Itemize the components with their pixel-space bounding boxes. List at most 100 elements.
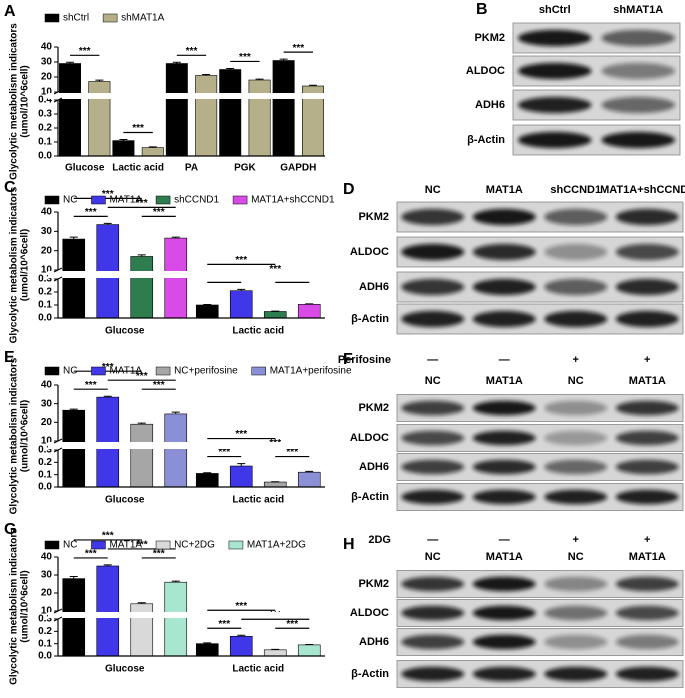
significance-label: ***: [79, 46, 91, 57]
treatment-mark: —: [427, 354, 438, 366]
y-tick-label: 30: [41, 570, 53, 581]
bar: [195, 473, 219, 488]
treatment-mark: —: [499, 534, 510, 546]
bar: [219, 69, 242, 157]
legend-label: shCtrl: [63, 13, 89, 24]
blot-band: [401, 605, 465, 621]
legend-swatch: [232, 195, 248, 205]
bar: [88, 81, 111, 157]
y-axis-label: Glycolytic metabolism indicators: [9, 528, 20, 685]
blot-band: [544, 310, 608, 328]
protein-label: ALDOC: [350, 246, 389, 258]
blot-band: [615, 605, 679, 621]
axis-break-mark: [53, 89, 63, 103]
legend-swatch: [44, 540, 60, 550]
significance-label: ***: [286, 273, 298, 284]
significance-label: ***: [102, 189, 114, 200]
bar: [263, 311, 287, 319]
significance-label: ***: [286, 619, 298, 630]
error-bar: [137, 254, 146, 257]
y-tick-label: 10: [41, 265, 53, 276]
blot-band: [615, 666, 679, 682]
bar: [141, 147, 164, 157]
y-tick-label: 0.1: [38, 300, 52, 311]
lane-label: MAT1A: [629, 551, 666, 563]
lane-label: NC: [425, 551, 441, 563]
y-tick-label: 0.2: [38, 123, 52, 134]
protein-label: ADH6: [359, 281, 389, 293]
blot-band: [472, 430, 536, 446]
y-tick-label: 40: [41, 42, 53, 53]
y-axis: [57, 212, 325, 319]
panel-letter: A: [4, 3, 16, 20]
axis-break-mark: [53, 438, 63, 453]
error-bar: [103, 222, 112, 225]
bar: [229, 290, 253, 319]
blot-band: [544, 666, 608, 682]
bar: [112, 140, 135, 157]
blot-band: [544, 400, 608, 416]
blot-band: [401, 489, 465, 505]
protein-label: ALDOC: [350, 607, 389, 619]
error-bar: [171, 236, 180, 239]
error-bar: [237, 634, 246, 637]
y-tick-label: 20: [41, 72, 53, 83]
legend-swatch: [155, 366, 171, 376]
error-bar: [237, 288, 246, 291]
significance-label: ***: [218, 447, 230, 458]
blot-band: [472, 400, 536, 416]
blot-band: [472, 278, 536, 296]
panel-letter: H: [343, 536, 355, 553]
lane-label: NC: [425, 375, 441, 387]
significance-label: ***: [186, 46, 198, 57]
y-axis-label: Glycolytic metabolism indicators: [9, 186, 20, 343]
blot-band: [401, 666, 465, 682]
legend-swatch: [91, 366, 106, 376]
axis-break-mark: [53, 608, 63, 622]
blot-band: [615, 489, 679, 505]
blot-band: [544, 278, 608, 296]
panel-letter: C: [4, 179, 16, 196]
blot-band: [518, 29, 592, 47]
error-bar: [202, 73, 211, 76]
legend-label: shMAT1A: [121, 13, 164, 24]
protein-label: ADH6: [359, 461, 389, 473]
protein-label: ADH6: [475, 99, 505, 111]
blot-band: [472, 243, 536, 261]
treatment-mark: —: [427, 534, 438, 546]
blot-band: [472, 666, 536, 682]
significance-label: ***: [292, 43, 304, 54]
blot-band: [544, 243, 608, 261]
lane-label: shCtrl: [539, 4, 571, 16]
bar: [164, 237, 188, 319]
significance-label: ***: [269, 264, 281, 275]
y-tick-label: 0.2: [38, 626, 52, 637]
y-tick-label: 0.0: [38, 151, 52, 162]
bar: [59, 63, 82, 157]
y-tick-label: 0.1: [38, 469, 52, 480]
treatment-mark: +: [644, 354, 650, 366]
x-tick-label: Glucose: [65, 163, 105, 174]
error-bar: [137, 602, 146, 604]
significance-label: ***: [153, 549, 165, 560]
significance-label: ***: [136, 540, 148, 551]
significance-label: ***: [85, 207, 97, 218]
significance-label: ***: [136, 198, 148, 209]
error-bar: [137, 422, 146, 425]
legend-label: NC: [63, 540, 77, 551]
x-tick-label: Lactic acid: [232, 326, 284, 337]
axis-break-gap: [48, 93, 327, 99]
blot-band: [615, 243, 679, 261]
blot-band: [601, 62, 675, 80]
error-bar: [203, 642, 212, 644]
protein-label: ALDOC: [466, 65, 505, 77]
protein-label: β-Actin: [351, 491, 389, 503]
legend-swatch: [155, 540, 171, 550]
legend-label: NC+perifosine: [174, 366, 238, 377]
y-tick-label: 20: [41, 588, 53, 599]
significance-label: ***: [85, 380, 97, 391]
x-tick-label: PA: [185, 163, 198, 174]
axis-break-gap: [48, 271, 327, 278]
blot-band: [401, 278, 465, 296]
legend-label: MAT1A: [109, 195, 142, 206]
